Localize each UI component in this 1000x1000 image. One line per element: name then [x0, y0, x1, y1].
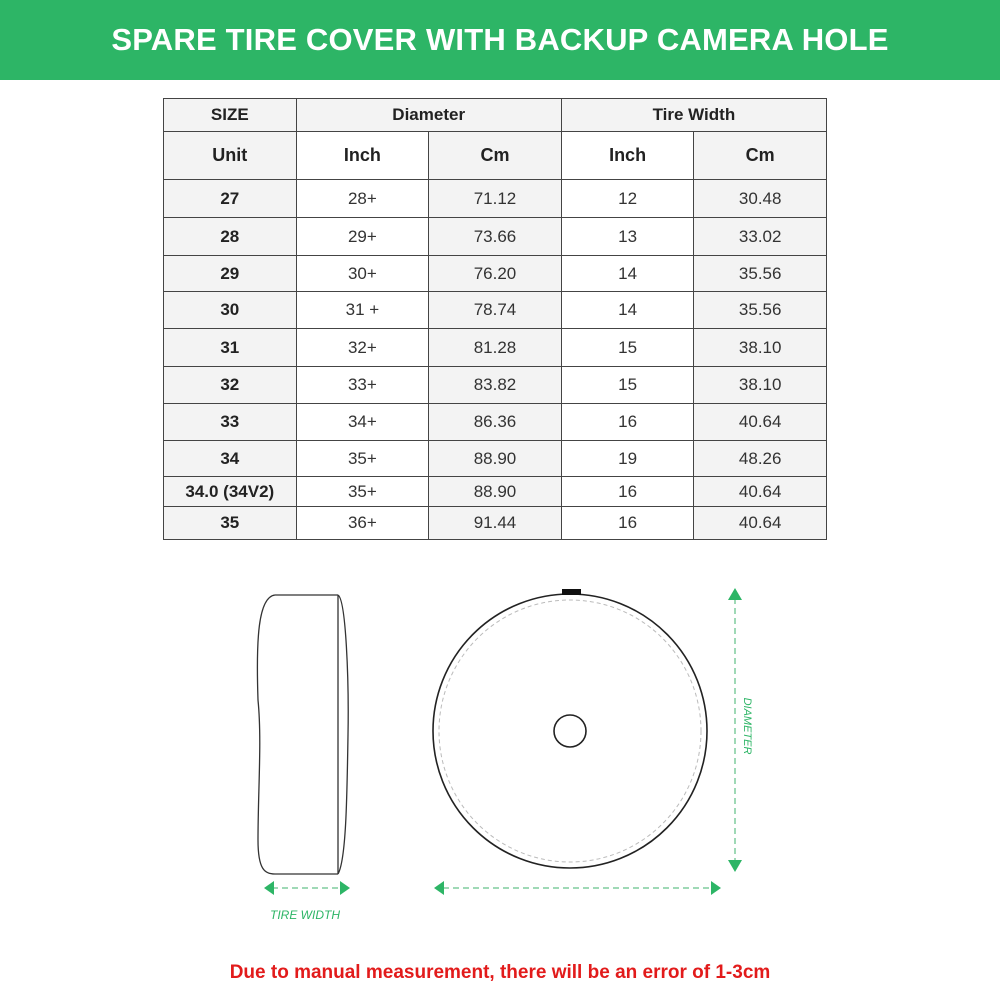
diameter-cm-cell: 86.36	[428, 403, 562, 441]
header-width-cm: Cm	[693, 131, 827, 180]
table-row: 29 30+ 76.20 14 35.56	[163, 255, 827, 292]
width-inch-cell: 13	[560, 217, 695, 256]
width-inch-cell: 15	[560, 366, 695, 404]
header-row-units: Unit Inch Cm Inch Cm	[163, 131, 827, 180]
size-cell: 33	[163, 403, 297, 441]
diameter-horizontal-arrow	[434, 881, 721, 895]
size-cell: 35	[163, 506, 297, 540]
width-cm-cell: 48.26	[693, 440, 827, 477]
tire-width-arrow	[264, 881, 350, 895]
diameter-inch-cell: 32+	[295, 328, 430, 367]
width-inch-cell: 14	[560, 291, 695, 329]
width-inch-cell: 16	[560, 476, 695, 507]
width-cm-cell: 35.56	[693, 291, 827, 329]
header-row-group: SIZE Diameter Tire Width	[163, 98, 828, 132]
size-cell: 28	[163, 217, 297, 256]
table-row: 34.0 (34V2) 35+ 88.90 16 40.64	[163, 476, 827, 507]
tire-width-label: TIRE WIDTH	[270, 908, 340, 922]
size-cell: 27	[163, 179, 297, 218]
diameter-inch-cell: 35+	[295, 440, 430, 477]
diameter-cm-cell: 88.90	[428, 440, 562, 477]
diameter-cm-cell: 78.74	[428, 291, 562, 329]
header-diameter-cm: Cm	[428, 131, 562, 180]
header-size: SIZE	[163, 98, 297, 132]
measurement-note: Due to manual measurement, there will be…	[229, 962, 771, 983]
diameter-inch-cell: 28+	[295, 179, 430, 218]
diameter-cm-cell: 83.82	[428, 366, 562, 404]
diameter-vertical-arrow	[728, 588, 742, 872]
diameter-inch-cell: 29+	[295, 217, 430, 256]
width-inch-cell: 19	[560, 440, 695, 477]
table-row: 33 34+ 86.36 16 40.64	[163, 403, 827, 441]
diameter-cm-cell: 88.90	[428, 476, 562, 507]
width-inch-cell: 16	[560, 506, 695, 540]
camera-hole-tab	[562, 589, 581, 595]
diameter-cm-cell: 91.44	[428, 506, 562, 540]
diameter-label: DIAMETER	[741, 698, 753, 755]
table-row: 34 35+ 88.90 19 48.26	[163, 440, 827, 477]
width-cm-cell: 35.56	[693, 255, 827, 292]
width-inch-cell: 16	[560, 403, 695, 441]
size-cell: 32	[163, 366, 297, 404]
diameter-inch-cell: 34+	[295, 403, 430, 441]
table-row: 35 36+ 91.44 16 40.64	[163, 506, 827, 540]
width-cm-cell: 30.48	[693, 179, 827, 218]
size-cell: 34	[163, 440, 297, 477]
diameter-inch-cell: 35+	[295, 476, 430, 507]
diameter-cm-cell: 73.66	[428, 217, 562, 256]
width-cm-cell: 33.02	[693, 217, 827, 256]
front-view-tire	[432, 589, 708, 869]
header-tire-width: Tire Width	[560, 98, 828, 132]
width-cm-cell: 40.64	[693, 506, 827, 540]
header-diameter-inch: Inch	[295, 131, 430, 180]
size-cell: 34.0 (34V2)	[163, 476, 297, 507]
header-width-inch: Inch	[560, 131, 695, 180]
size-cell: 31	[163, 328, 297, 367]
title-banner: SPARE TIRE COVER WITH BACKUP CAMERA HOLE	[0, 0, 1000, 80]
table-row: 27 28+ 71.12 12 30.48	[163, 179, 827, 218]
width-cm-cell: 40.64	[693, 476, 827, 507]
diameter-inch-cell: 30+	[295, 255, 430, 292]
width-inch-cell: 14	[560, 255, 695, 292]
table-row: 28 29+ 73.66 13 33.02	[163, 217, 827, 256]
width-cm-cell: 38.10	[693, 328, 827, 367]
table-row: 32 33+ 83.82 15 38.10	[163, 366, 827, 404]
center-hole	[553, 714, 587, 748]
diameter-cm-cell: 71.12	[428, 179, 562, 218]
width-cm-cell: 40.64	[693, 403, 827, 441]
header-diameter: Diameter	[295, 98, 562, 132]
size-cell: 29	[163, 255, 297, 292]
header-unit: Unit	[163, 131, 297, 180]
side-view-tire	[256, 594, 349, 875]
size-table: SIZE Diameter Tire Width Unit Inch Cm In…	[163, 98, 828, 540]
table-row: 30 31 +78.74 14 35.56	[163, 291, 827, 329]
page-title: SPARE TIRE COVER WITH BACKUP CAMERA HOLE	[111, 22, 889, 57]
diameter-inch-cell: 33+	[295, 366, 430, 404]
diameter-inch-cell: 36+	[295, 506, 430, 540]
